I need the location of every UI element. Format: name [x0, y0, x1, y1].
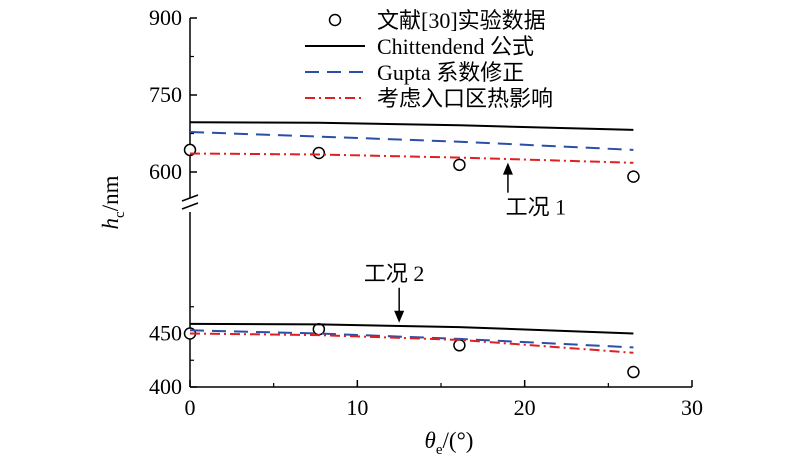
- series-line-3-case-1: [189, 152, 634, 164]
- legend-label: Chittendend 公式: [377, 34, 534, 59]
- x-tick-label: 30: [681, 395, 703, 420]
- x-tick-label: 10: [346, 395, 368, 420]
- x-tick-label: 0: [185, 395, 196, 420]
- series-layer: [183, 121, 640, 379]
- y-ticks: 600 750 900 400 450: [149, 5, 197, 399]
- data-point-exp: [453, 158, 466, 172]
- y-axis-label-unit: /nm: [98, 175, 123, 211]
- y-axis-label-main: h: [98, 218, 123, 230]
- x-axis-label-unit: /(°): [443, 428, 474, 453]
- data-point-exp: [627, 365, 640, 379]
- annotation-label: 工况 2: [364, 261, 425, 286]
- annotation-arrow-head: [394, 310, 405, 323]
- x-axis-label-sub: e: [436, 442, 443, 458]
- annotation-arrow-head: [502, 162, 513, 175]
- y-tick-label: 400: [149, 374, 182, 399]
- series-line-2-case-1: [189, 131, 634, 151]
- series-line-3-case-2: [189, 332, 634, 354]
- legend-label: Gupta 系数修正: [377, 60, 524, 85]
- series-line-1-case-1: [189, 121, 634, 131]
- axis-break-mark: [181, 202, 199, 210]
- y-tick-label: 750: [149, 82, 182, 107]
- x-tick-label: 20: [514, 395, 536, 420]
- annotation-label: 工况 1: [506, 195, 567, 220]
- annotations: 工况 1 工况 2: [364, 162, 567, 323]
- x-ticks: 0 10 20 30: [185, 380, 703, 420]
- x-axis-label: θe/(°): [425, 428, 474, 458]
- data-point-exp: [453, 339, 466, 352]
- y-tick-label: 900: [149, 5, 182, 30]
- legend-marker: [328, 13, 342, 27]
- legend-label: 文献[30]实验数据: [377, 8, 546, 33]
- data-point-exp: [312, 146, 326, 160]
- series-line-1-case-2: [189, 322, 634, 335]
- y-axis-label: hc/nm: [98, 175, 128, 229]
- y-tick-label: 600: [149, 159, 182, 184]
- x-axis-label-main: θ: [425, 428, 436, 453]
- y-axis-label-sub: c: [112, 211, 128, 218]
- legend-label: 考虑入口区热影响: [377, 86, 553, 111]
- axis-break-mark: [181, 194, 199, 202]
- y-tick-label: 450: [149, 321, 182, 346]
- series-line-2-case-2: [189, 329, 634, 349]
- data-point-exp: [627, 170, 640, 183]
